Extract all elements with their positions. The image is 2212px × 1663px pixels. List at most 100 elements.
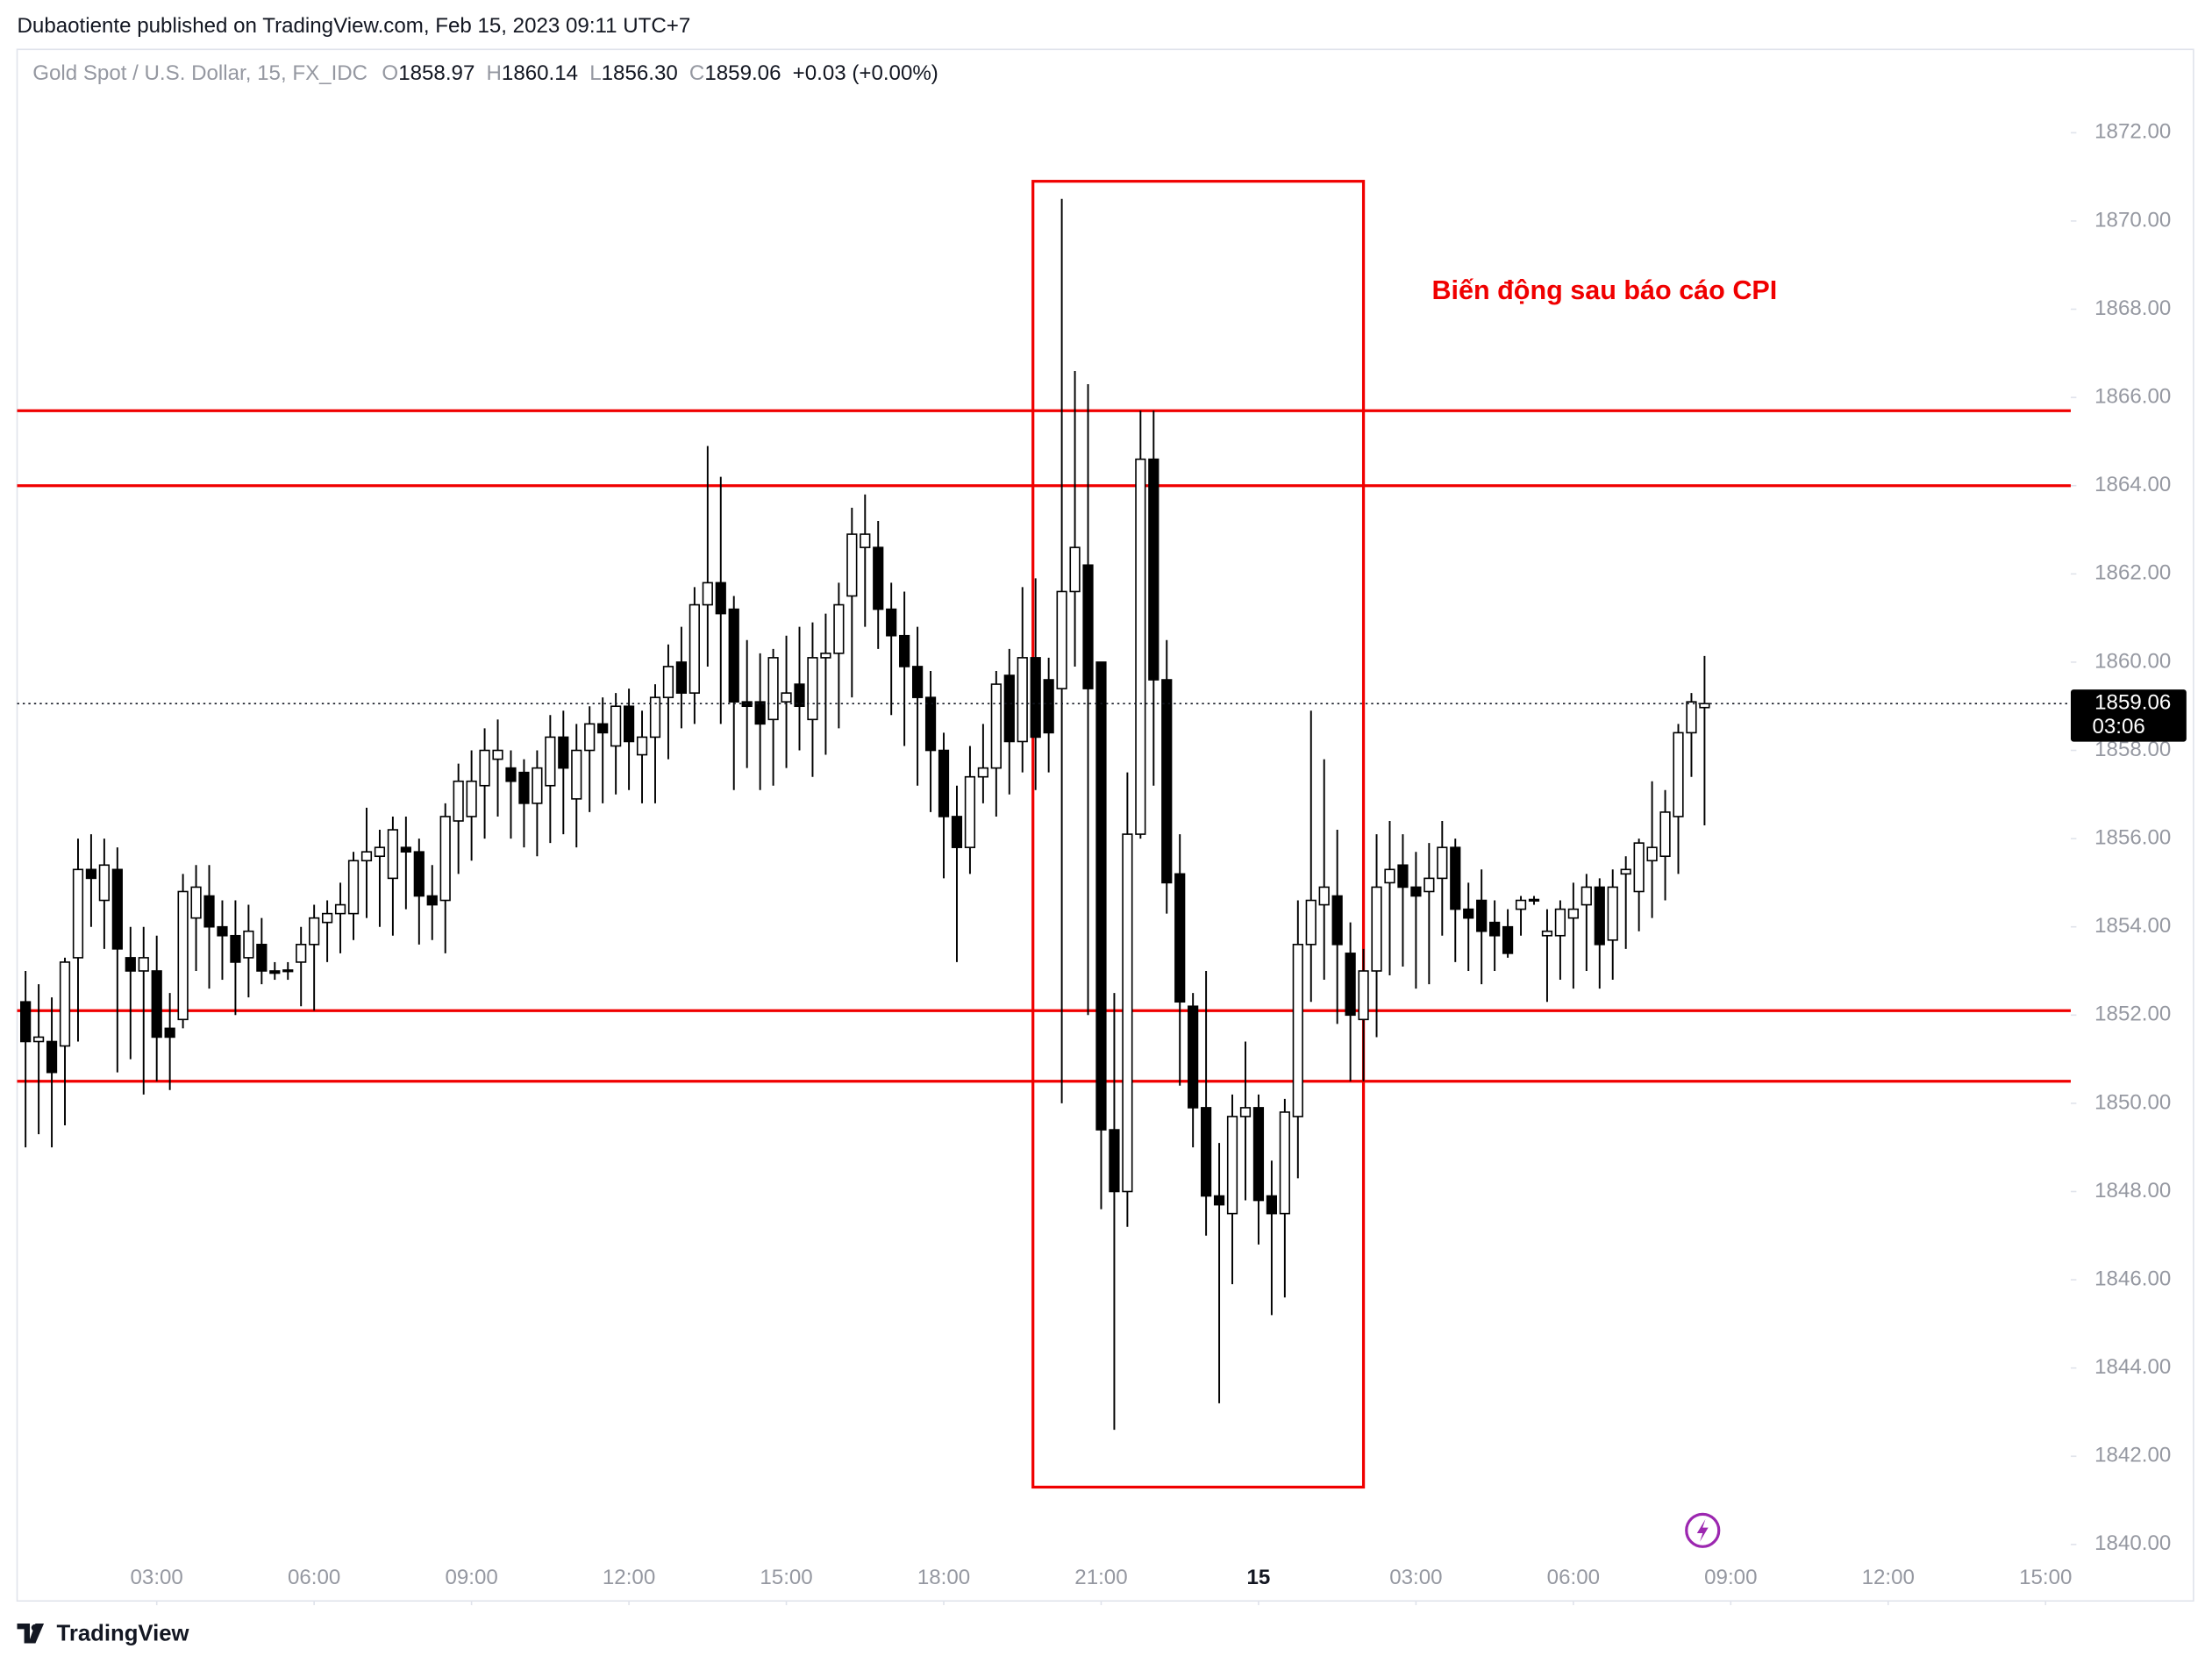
legend-line: Gold Spot / U.S. Dollar, 15, FX_IDC O 185… [32,62,938,86]
candle-body [702,582,713,606]
x-tick-label: 06:00 [288,1566,340,1589]
candle-body [1345,953,1356,1017]
candle-body [387,829,399,880]
candle-body [1476,899,1488,932]
candle-body [1463,908,1474,919]
candle-body [1266,1195,1278,1215]
candle-body [1109,1129,1120,1193]
candle-body [636,736,648,756]
y-tick-label: 1846.00 [2094,1267,2171,1290]
candle-body [1122,833,1133,1193]
candle-body [1226,1116,1238,1215]
ohlc-value: 1856.30 [602,62,678,86]
candle-body [1069,546,1081,593]
candle-body [990,683,1002,769]
candle-body [899,634,910,667]
candle-body [111,868,123,950]
candle-body [243,930,254,959]
candle-body [1541,930,1553,937]
candle-body [951,816,963,848]
alert-circle [1685,1512,1721,1548]
ohlc-value: 1859.06 [704,62,781,86]
x-tick-label: 15:00 [2019,1566,2072,1589]
candle-body [46,1040,58,1074]
last-price-tag [2070,689,2187,742]
candle-body [20,1001,32,1043]
y-tick-label: 1872.00 [2094,120,2171,144]
candle-body [794,683,805,708]
candle-body [1148,458,1160,681]
alert-bolt [1696,1518,1709,1542]
candle-body [164,1027,175,1038]
candle-body [1397,864,1409,889]
candle-body [532,767,543,804]
candle-body [767,657,779,721]
candle-body [334,903,346,915]
candle-body [1673,732,1684,817]
y-tick-label: 1864.00 [2094,473,2171,496]
candle-body [860,533,871,548]
candle-body [1410,886,1422,897]
candle-body [597,723,609,734]
candle-body [1646,846,1658,862]
y-tick-label: 1856.00 [2094,825,2171,849]
ohlc-key: C [689,62,704,86]
y-tick-label: 1848.00 [2094,1179,2171,1203]
candle-body [413,851,425,897]
candle-body [479,749,490,787]
ohlc-value: 1860.14 [502,62,578,86]
candle-body [1528,898,1540,902]
candle-body [32,1036,45,1043]
x-tick-label: 03:00 [131,1566,183,1589]
candle-body [584,723,596,752]
symbol-title: Gold Spot / U.S. Dollar, 15, FX_IDC [32,62,367,86]
annotation: Biến động sau báo cáo CPI [1431,275,1777,305]
logo-dot [31,1624,39,1631]
candle-body [662,666,674,698]
candle-body [886,608,897,637]
candle-body [400,846,411,853]
ohlc-key: O [382,62,398,86]
candle-body [1686,701,1697,734]
candle-body [1384,868,1395,884]
candle-body [125,957,136,972]
x-tick-label: 03:00 [1389,1566,1442,1589]
candle-body [1358,970,1369,1021]
candle-body [1371,886,1382,972]
candle-body [807,657,818,721]
y-tick-label: 1852.00 [2094,1003,2171,1026]
ohlc-key: H [487,62,502,86]
candle-body [1607,886,1618,941]
candle-body [1239,1107,1252,1117]
candle-body [1581,886,1592,906]
plot: 1840.00 1842.00 1844.00 1846.00 1848.00 1850.… [17,120,2187,1606]
candle-body [1331,895,1343,946]
candle-body [1554,908,1566,937]
candle-body [72,868,84,959]
candle-body [426,895,438,906]
chart-frame [16,48,2194,1602]
candle-body [1318,886,1330,906]
candle-body [1003,674,1015,743]
last-price-label: 1859.06 [2094,691,2171,715]
brand: TradingView [57,1622,190,1646]
alert-icon [1685,1512,1721,1548]
candle-body [282,969,294,973]
candle-body [610,705,622,747]
y-tick-label: 1850.00 [2094,1090,2171,1114]
ohlc-key: L [589,62,601,86]
candle-body [360,851,373,862]
candle-body [1292,944,1303,1117]
candle-body [781,692,792,703]
candle-body [296,944,307,963]
x-tick-label: 12:00 [603,1566,655,1589]
candle-body [98,864,110,902]
y-tick-label: 1870.00 [2094,208,2171,232]
y-tick-label: 1844.00 [2094,1355,2171,1379]
candle-body [177,890,189,1021]
x-tick-label: 15 [1247,1566,1271,1589]
candle-body [1174,873,1186,1003]
highlight-box [1031,180,1366,1489]
candle-body [754,701,766,725]
